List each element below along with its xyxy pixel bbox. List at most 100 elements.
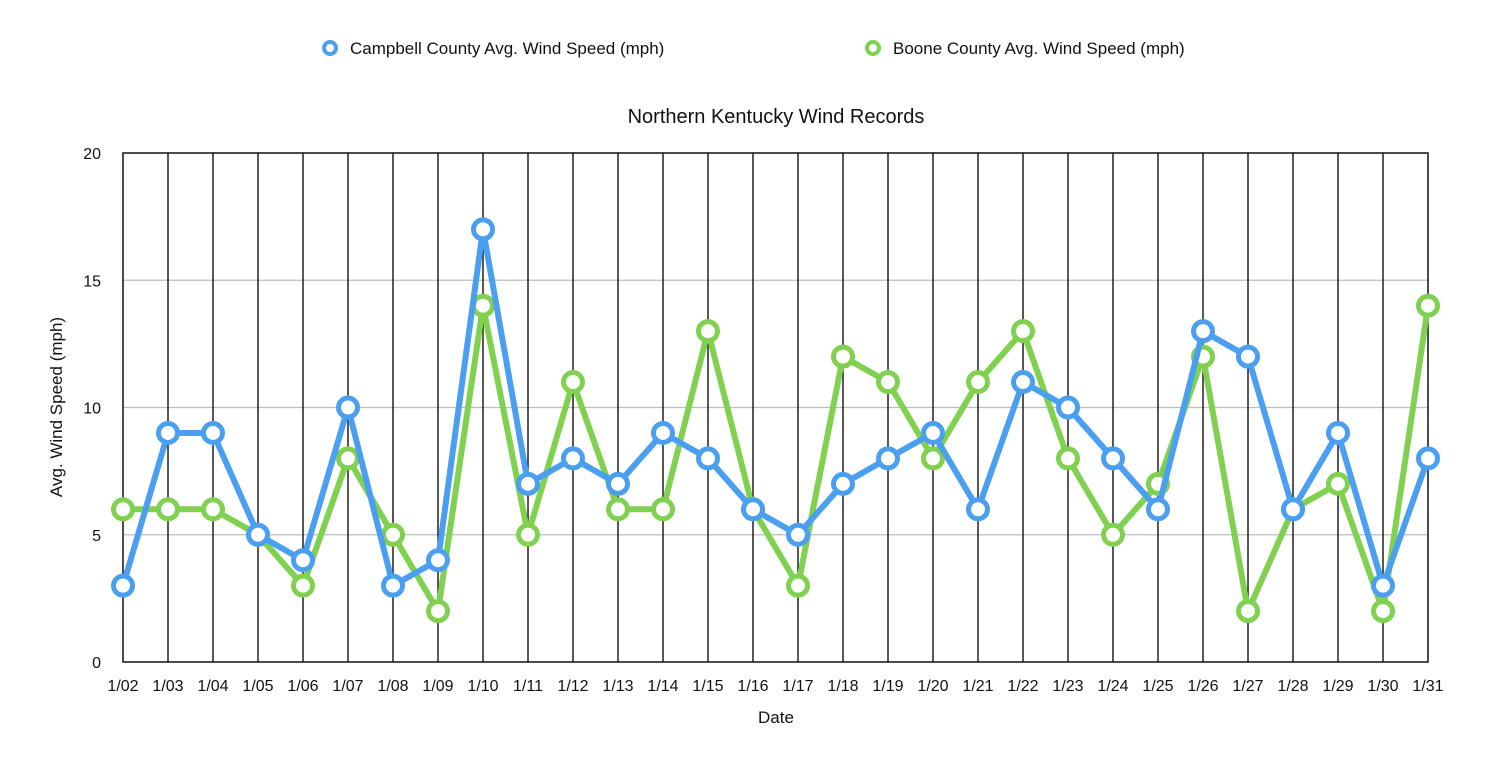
data-point-campbell <box>1101 446 1125 471</box>
x-tick-label: 1/30 <box>1367 678 1398 695</box>
data-point-boone <box>1236 599 1260 624</box>
data-point-boone <box>1371 599 1395 624</box>
data-point-campbell <box>1146 497 1170 522</box>
data-point-campbell <box>1191 319 1215 344</box>
data-point-campbell <box>741 497 765 522</box>
x-tick-label: 1/18 <box>827 678 858 695</box>
data-point-campbell <box>426 548 450 573</box>
x-tick-label: 1/07 <box>332 678 363 695</box>
x-tick-label: 1/17 <box>782 678 813 695</box>
data-point-campbell <box>1011 370 1035 395</box>
data-point-boone <box>606 497 630 522</box>
x-tick-label: 1/24 <box>1097 678 1128 695</box>
x-axis-ticks: 1/02 1/03 1/04 1/05 1/06 1/07 1/08 1/09 1/10 1/11… <box>107 678 1443 695</box>
data-point-campbell <box>471 217 495 242</box>
data-point-campbell <box>1326 420 1350 445</box>
data-point-boone <box>561 370 585 395</box>
x-tick-label: 1/31 <box>1412 678 1443 695</box>
series-campbell <box>111 217 1440 598</box>
data-point-boone <box>516 522 540 547</box>
data-point-campbell <box>606 471 630 496</box>
data-point-campbell <box>831 471 855 496</box>
data-point-campbell <box>516 471 540 496</box>
data-point-boone <box>876 370 900 395</box>
x-tick-label: 1/03 <box>152 678 183 695</box>
y-tick-label: 20 <box>83 146 101 163</box>
series-boone <box>111 293 1440 624</box>
data-point-boone <box>921 446 945 471</box>
x-tick-label: 1/23 <box>1052 678 1083 695</box>
x-tick-label: 1/22 <box>1007 678 1038 695</box>
data-point-campbell <box>786 522 810 547</box>
data-point-boone <box>201 497 225 522</box>
x-tick-label: 1/11 <box>513 678 543 695</box>
data-point-boone <box>291 573 315 598</box>
data-point-campbell <box>201 420 225 445</box>
legend-marker-boone <box>865 40 881 56</box>
data-point-campbell <box>921 420 945 445</box>
x-tick-label: 1/06 <box>287 678 318 695</box>
data-point-boone <box>786 573 810 598</box>
x-tick-label: 1/09 <box>422 678 453 695</box>
data-point-campbell <box>111 573 135 598</box>
x-tick-label: 1/21 <box>962 678 993 695</box>
data-point-campbell <box>336 395 360 420</box>
legend-label-boone: Boone County Avg. Wind Speed (mph) <box>893 39 1185 58</box>
y-tick-label: 0 <box>92 655 101 672</box>
legend-item-boone: Boone County Avg. Wind Speed (mph) <box>865 39 1185 58</box>
data-point-boone <box>381 522 405 547</box>
x-tick-label: 1/04 <box>197 678 228 695</box>
plot-frame <box>122 152 1429 663</box>
x-tick-label: 1/19 <box>872 678 903 695</box>
data-point-boone <box>1101 522 1125 547</box>
x-tick-label: 1/10 <box>467 678 498 695</box>
data-point-campbell <box>966 497 990 522</box>
data-point-campbell <box>156 420 180 445</box>
x-tick-label: 1/12 <box>557 678 588 695</box>
data-point-campbell <box>876 446 900 471</box>
data-point-campbell <box>1056 395 1080 420</box>
x-tick-label: 1/27 <box>1232 678 1263 695</box>
x-axis-label: Date <box>758 708 794 727</box>
x-tick-label: 1/08 <box>377 678 408 695</box>
data-point-campbell <box>1371 573 1395 598</box>
x-tick-label: 1/13 <box>602 678 633 695</box>
legend: Campbell County Avg. Wind Speed (mph) Bo… <box>322 39 1185 58</box>
series-line-boone <box>120 302 1431 615</box>
x-tick-label: 1/25 <box>1142 678 1173 695</box>
data-point-campbell <box>651 420 675 445</box>
data-point-boone <box>1326 471 1350 496</box>
data-point-campbell <box>1416 446 1440 471</box>
legend-label-campbell: Campbell County Avg. Wind Speed (mph) <box>350 39 664 58</box>
legend-marker-campbell <box>322 40 338 56</box>
x-tick-label: 1/26 <box>1187 678 1218 695</box>
x-tick-label: 1/05 <box>242 678 273 695</box>
data-point-boone <box>1056 446 1080 471</box>
y-tick-label: 5 <box>92 528 101 545</box>
data-point-campbell <box>1236 344 1260 369</box>
chart-title: Northern Kentucky Wind Records <box>628 106 925 128</box>
data-point-boone <box>966 370 990 395</box>
data-point-boone <box>426 599 450 624</box>
data-point-boone <box>336 446 360 471</box>
data-point-boone <box>696 319 720 344</box>
data-point-campbell <box>246 522 270 547</box>
data-point-boone <box>156 497 180 522</box>
data-point-campbell <box>1281 497 1305 522</box>
legend-item-campbell: Campbell County Avg. Wind Speed (mph) <box>322 39 664 58</box>
vertical-gridlines <box>167 153 1384 662</box>
data-point-boone <box>831 344 855 369</box>
y-axis-label: Avg. Wind Speed (mph) <box>47 317 66 497</box>
data-point-boone <box>1416 293 1440 318</box>
x-tick-label: 1/16 <box>737 678 768 695</box>
x-tick-label: 1/15 <box>692 678 723 695</box>
y-tick-label: 15 <box>83 273 101 290</box>
y-tick-label: 10 <box>83 401 101 418</box>
data-point-campbell <box>291 548 315 573</box>
data-point-campbell <box>696 446 720 471</box>
x-tick-label: 1/20 <box>917 678 948 695</box>
data-point-campbell <box>381 573 405 598</box>
y-axis-ticks: 0 5 10 15 20 <box>83 146 101 672</box>
data-point-campbell <box>561 446 585 471</box>
